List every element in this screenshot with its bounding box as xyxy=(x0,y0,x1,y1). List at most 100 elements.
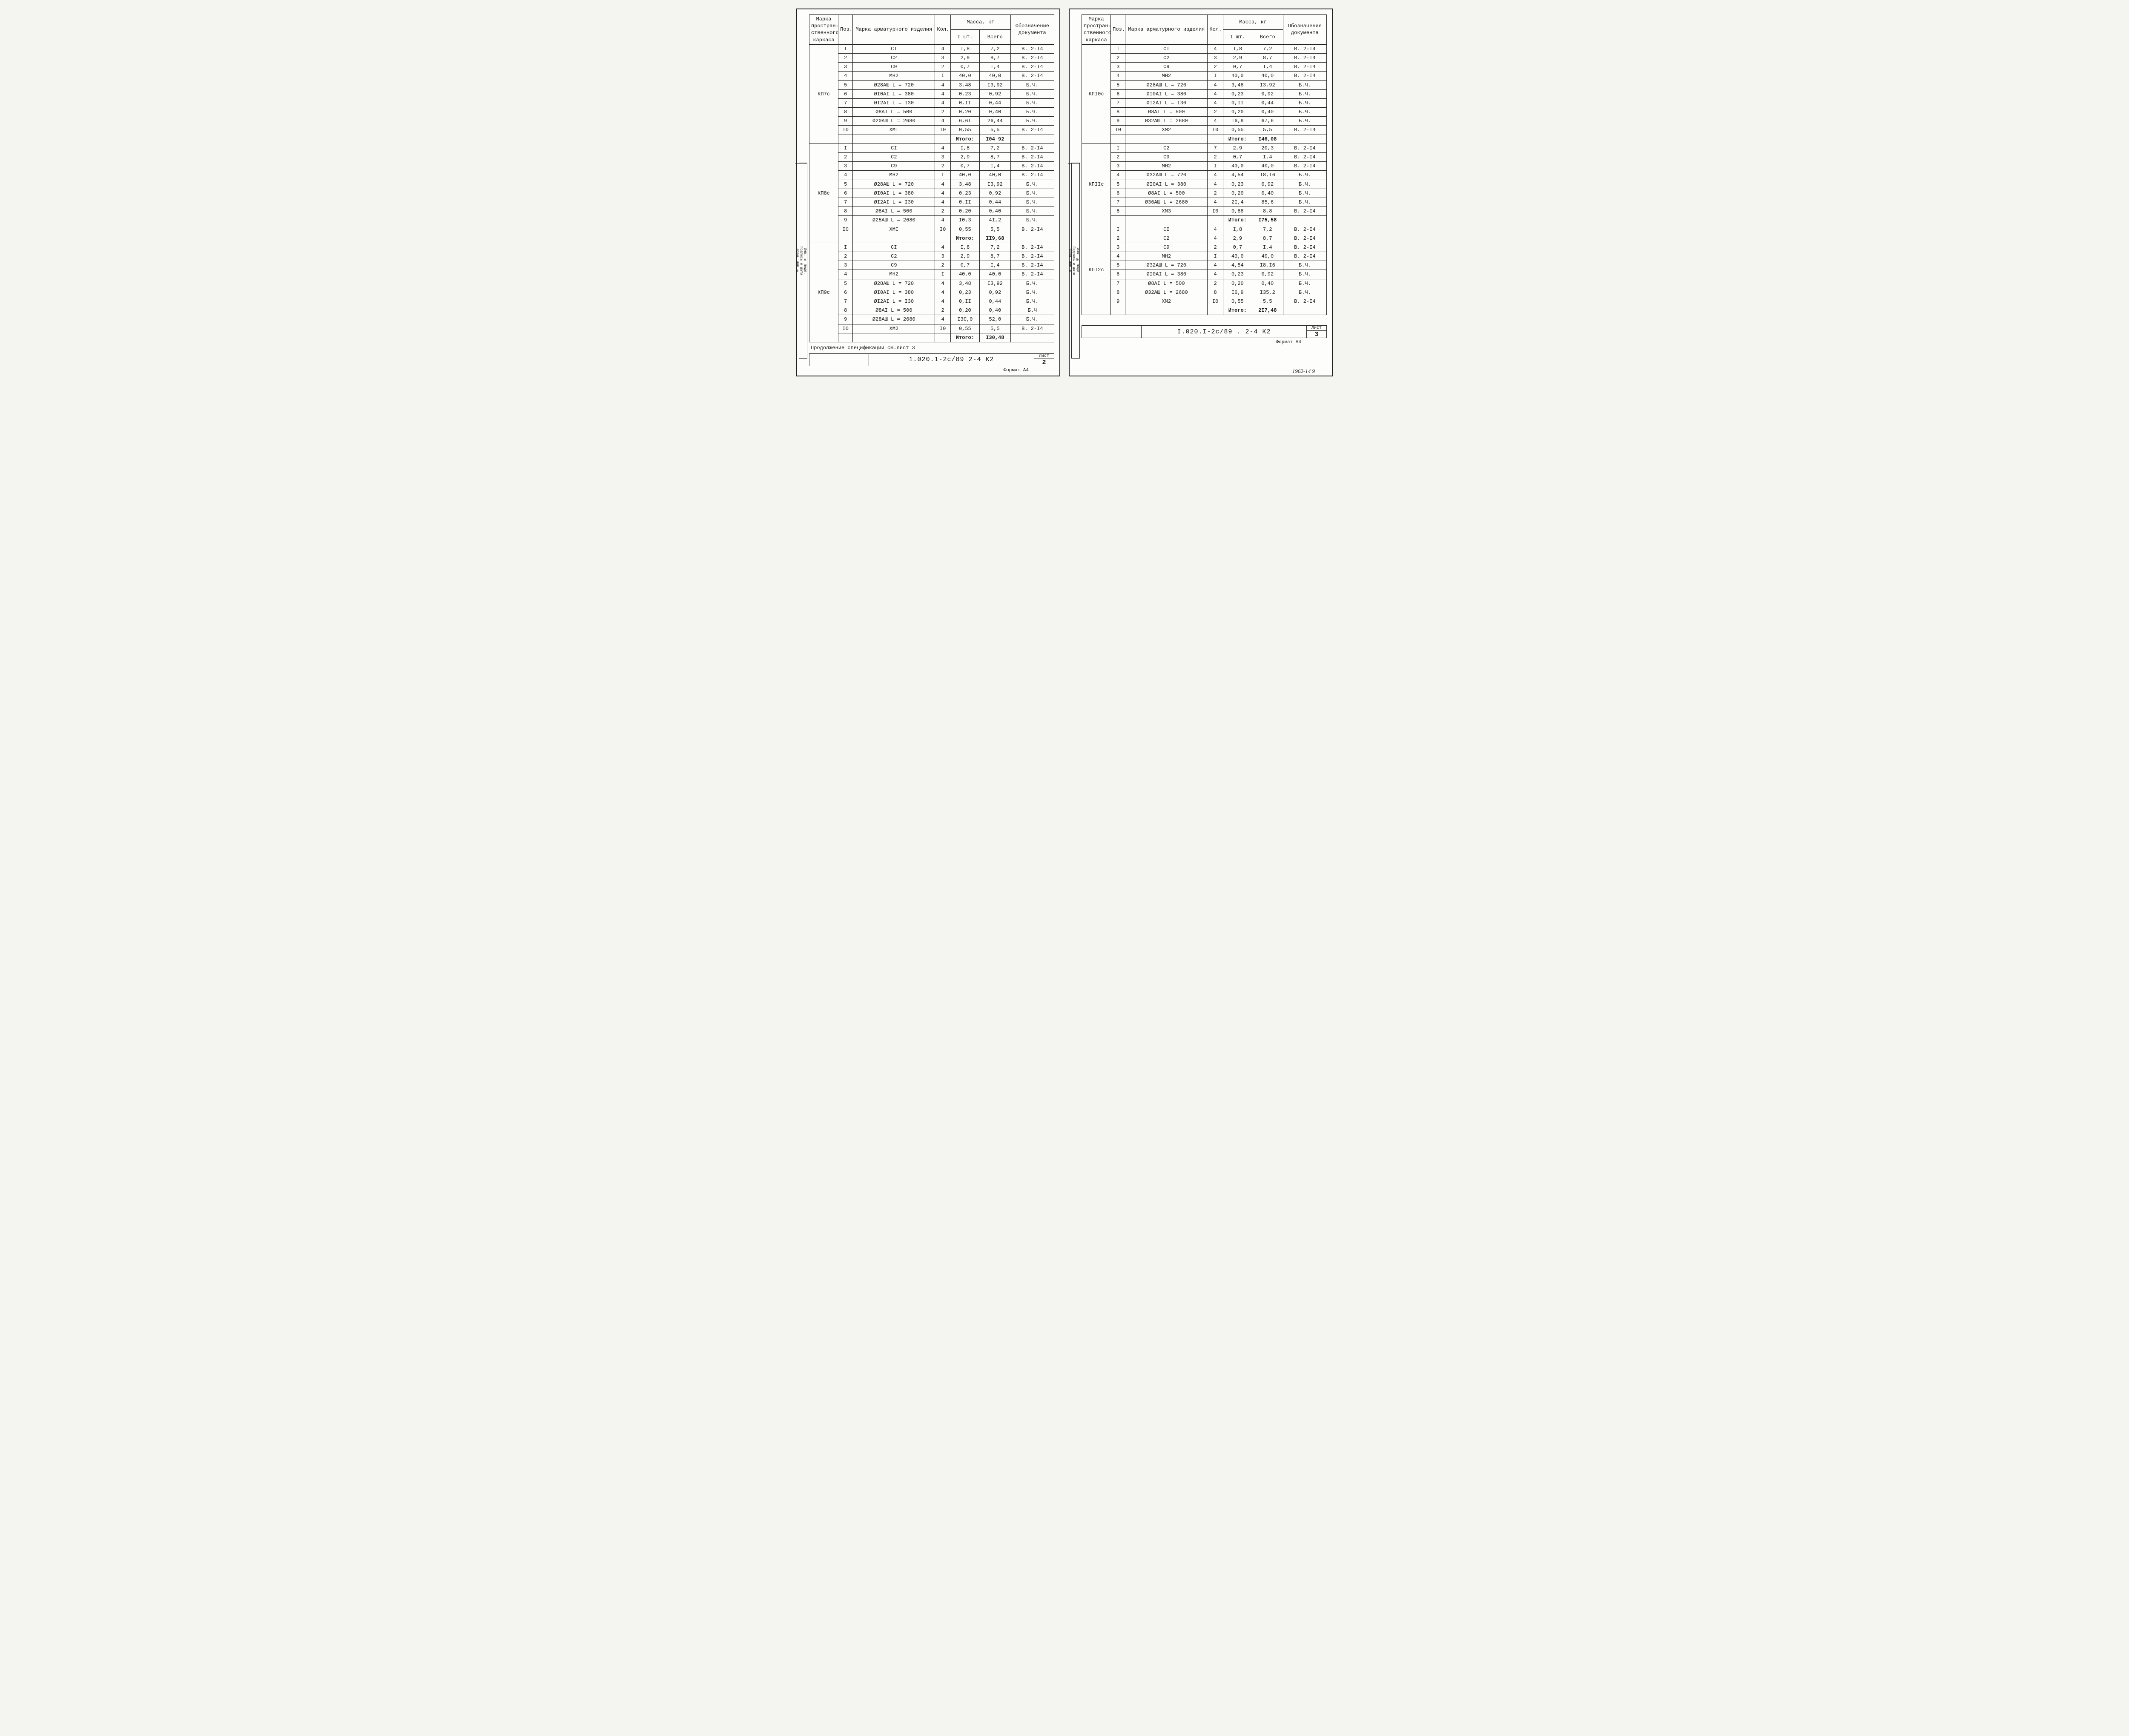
cell-pos: I xyxy=(838,44,853,53)
table-row: 2С232,98,7В. 2-I4 xyxy=(809,53,1054,62)
cell-qty: 4 xyxy=(1208,234,1223,243)
cell-qty: 4 xyxy=(935,44,950,53)
total-label: Итого: xyxy=(1223,306,1252,315)
spec-table: Марка простран-ственного каркасаПоз.Марк… xyxy=(1082,14,1327,315)
cell-item: С9 xyxy=(853,63,935,72)
cell-pos: 2 xyxy=(1111,153,1125,162)
cell-mass-all: I,4 xyxy=(1252,243,1283,252)
cell-mass-one: 0,55 xyxy=(1223,126,1252,135)
cell-doc: В. 2-I4 xyxy=(1283,162,1326,171)
cell-qty: 4 xyxy=(935,89,950,98)
cell-item: Ø8АI L = 500 xyxy=(853,207,935,216)
table-row: 9Ø32АШ L = 26804I6,967,6Б.Ч. xyxy=(1082,117,1327,126)
cell-doc: В. 2-I4 xyxy=(1010,143,1054,152)
cell-qty: 2 xyxy=(1208,279,1223,288)
cell-doc: Б.Ч. xyxy=(1010,216,1054,225)
cell-mass-one: 0,55 xyxy=(950,324,979,333)
cell-qty: 4 xyxy=(935,243,950,252)
table-row: КПI0сIСI4I,87,2В. 2-I4 xyxy=(1082,44,1327,53)
col-doc: Обозначение документа xyxy=(1010,15,1054,45)
cell-doc: Б.Ч. xyxy=(1010,89,1054,98)
cell-mass-one: 2,9 xyxy=(1223,143,1252,152)
total-value: II9,68 xyxy=(979,234,1010,243)
cell-pos: 4 xyxy=(838,270,853,279)
cell-doc: В. 2-I4 xyxy=(1010,153,1054,162)
cell-doc: В. 2-I4 xyxy=(1283,126,1326,135)
cell-item: МН2 xyxy=(853,72,935,80)
cell-pos: 9 xyxy=(838,117,853,126)
cell-qty: I0 xyxy=(1208,297,1223,306)
cell-pos: 7 xyxy=(1111,279,1125,288)
table-body: КП7сIСI4I,87,2В. 2-I42С232,98,7В. 2-I43С… xyxy=(809,44,1054,342)
cell-mass-all: 0,92 xyxy=(1252,89,1283,98)
table-row: 7Ø36АШ L = 268042I,485,6Б.Ч. xyxy=(1082,198,1327,207)
cell-qty: 2 xyxy=(935,63,950,72)
table-row: 6ØI0АI L = 38040,230,92Б.Ч. xyxy=(809,89,1054,98)
cell-qty: 4 xyxy=(935,297,950,306)
title-block: I.020.I-2с/89 . 2-4 К2Лист3 xyxy=(1082,325,1327,338)
table-row: 6ØI0АI L = 38040,230,92Б.Ч. xyxy=(809,288,1054,297)
revision-cell: Взам. инв.№ xyxy=(1068,163,1072,358)
cell-mass-all: 7,2 xyxy=(1252,44,1283,53)
cell-qty: 4 xyxy=(1208,180,1223,189)
total-label: Итого: xyxy=(950,234,979,243)
cell-item: С9 xyxy=(853,261,935,270)
cell-mass-one: 40,0 xyxy=(1223,252,1252,261)
cell-doc: В. 2-I4 xyxy=(1283,143,1326,152)
format-note: Формат А4 xyxy=(1082,340,1327,345)
cell-mass-one: 0,88 xyxy=(1223,207,1252,216)
cell-qty: 4 xyxy=(935,98,950,107)
table-row: 3С920,7I,4В. 2-I4 xyxy=(809,162,1054,171)
cell-doc: В. 2-I4 xyxy=(1283,225,1326,234)
cell-doc: В. 2-I4 xyxy=(1010,270,1054,279)
cell-item: Ø32АШ L = 2680 xyxy=(1125,288,1208,297)
cell-item: ØI0АI L = 380 xyxy=(853,89,935,98)
cell-doc: В. 2-I4 xyxy=(1283,53,1326,62)
cell-mass-all: 0,40 xyxy=(1252,189,1283,198)
cell-item: Ø32АШ L = 720 xyxy=(1125,171,1208,180)
cell-qty: 2 xyxy=(1208,153,1223,162)
cell-mass-one: 0,II xyxy=(950,198,979,207)
cell-mass-one: 40,0 xyxy=(950,171,979,180)
col-doc: Обозначение документа xyxy=(1283,15,1326,45)
cell-mass-one: 0,7 xyxy=(950,63,979,72)
cell-mass-one: 0,23 xyxy=(950,288,979,297)
table-row: КПIIсIС272,920,3В. 2-I4 xyxy=(1082,143,1327,152)
cell-qty: 2 xyxy=(935,207,950,216)
cell-item: Ø28АШ L = 2680 xyxy=(853,315,935,324)
cell-qty: 3 xyxy=(1208,53,1223,62)
cell-qty: 4 xyxy=(1208,261,1223,270)
table-row: 7ØI2АI L = I3040,II0,44Б.Ч. xyxy=(809,297,1054,306)
cell-mass-one: 0,20 xyxy=(1223,108,1252,117)
cell-mass-all: 7,2 xyxy=(979,44,1010,53)
cell-mass-all: 5,5 xyxy=(979,225,1010,234)
cell-qty: 3 xyxy=(935,252,950,261)
cell-pos: 5 xyxy=(838,80,853,89)
cell-mass-all: 26,44 xyxy=(979,117,1010,126)
cell-mass-one: 0,20 xyxy=(1223,279,1252,288)
cell-item: Ø28АШ L = 720 xyxy=(1125,80,1208,89)
cell-doc: В. 2-I4 xyxy=(1283,207,1326,216)
cell-mass-one: 4,54 xyxy=(1223,261,1252,270)
cell-mass-one: I,8 xyxy=(950,44,979,53)
cell-qty: 4 xyxy=(1208,117,1223,126)
cell-pos: 8 xyxy=(1111,108,1125,117)
cell-item: Ø20АШ L = 2680 xyxy=(853,117,935,126)
cell-doc: Б.Ч. xyxy=(1010,80,1054,89)
cell-pos: 6 xyxy=(838,89,853,98)
sheet-label: Лист xyxy=(1034,354,1054,359)
cell-mass-all: 40,0 xyxy=(979,270,1010,279)
cell-pos: 8 xyxy=(838,306,853,315)
cell-qty: 2 xyxy=(1208,189,1223,198)
cell-item: ХМ3 xyxy=(1125,207,1208,216)
cell-qty: I xyxy=(935,72,950,80)
cell-pos: 5 xyxy=(1111,261,1125,270)
cell-mark: КПI0с xyxy=(1082,44,1111,143)
cell-doc: В. 2-I4 xyxy=(1010,225,1054,234)
table-row: 4Ø32АШ L = 72044,54I8,I6Б.Ч. xyxy=(1082,171,1327,180)
cell-qty: 2 xyxy=(935,306,950,315)
table-row: 7Ø8АI L = 50020,200,40Б.Ч. xyxy=(1082,279,1327,288)
sheet-number-box: Лист3 xyxy=(1307,326,1326,338)
table-row: 5Ø28АШ L = 72043,48I3,92Б.Ч. xyxy=(809,180,1054,189)
cell-item: ØI0АI L = 380 xyxy=(853,288,935,297)
